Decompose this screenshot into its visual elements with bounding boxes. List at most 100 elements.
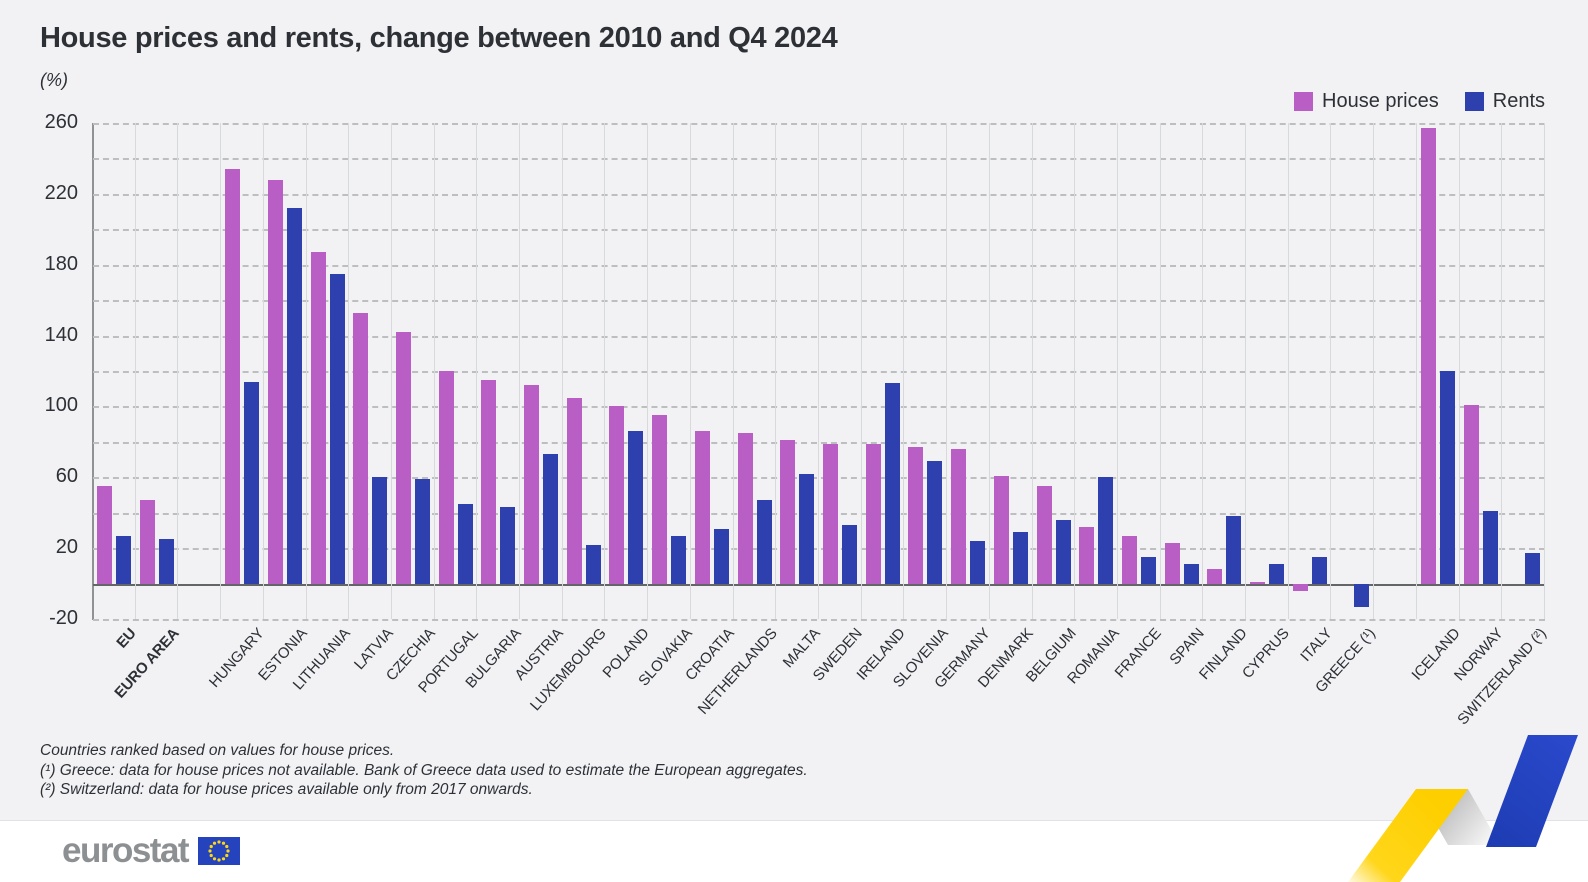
column-NETHERLANDS — [734, 123, 777, 619]
column-PORTUGAL — [435, 123, 478, 619]
column-LITHUANIA — [307, 123, 350, 619]
bar-house-prices-FRANCE — [1121, 535, 1137, 584]
footnote-switzerland: (²) Switzerland: data for house prices a… — [40, 781, 533, 798]
bar-house-prices-LUXEMBOURG — [566, 397, 582, 584]
bar-rents-ESTONIA — [286, 208, 302, 584]
bar-rents-NORWAY — [1482, 510, 1498, 584]
bar-rents-IRELAND — [884, 383, 900, 584]
bar-rents-NETHERLANDS — [756, 500, 772, 584]
bar-rents-AUSTRIA — [543, 454, 559, 584]
eurostat-logo: eurostat — [62, 831, 241, 871]
gridline-200 — [93, 229, 1545, 232]
column-SWEDEN — [819, 123, 862, 619]
page-title: House prices and rents, change between 2… — [40, 22, 838, 54]
bar-house-prices-CZECHIA — [395, 332, 411, 584]
bar-rents-CYPRUS — [1269, 564, 1285, 584]
y-tick-label-180: 180 — [44, 252, 78, 275]
bar-rents-SLOVENIA — [927, 461, 943, 584]
column-CYPRUS — [1246, 123, 1289, 619]
gridline-40 — [93, 512, 1545, 515]
column-MALTA — [776, 123, 819, 619]
bar-rents-SLOVAKIA — [671, 535, 687, 584]
column-spacer — [1374, 123, 1417, 619]
legend-label-rents: Rents — [1492, 90, 1545, 112]
column-SPAIN — [1161, 123, 1204, 619]
bar-house-prices-LITHUANIA — [310, 252, 326, 584]
bar-rents-LUXEMBOURG — [585, 544, 601, 584]
bar-house-prices-LATVIA — [353, 312, 369, 584]
gridline-60 — [93, 477, 1545, 480]
legend: House prices Rents — [1294, 90, 1545, 113]
eu-flag-star-icon — [225, 853, 229, 858]
y-tick-label--20: -20 — [49, 607, 78, 629]
y-tick-label-20: 20 — [55, 536, 78, 559]
bar-house-prices-MALTA — [780, 440, 796, 584]
y-tick-label-60: 60 — [55, 465, 78, 488]
column-DENMARK — [990, 123, 1033, 619]
column-LATVIA — [349, 123, 392, 619]
bar-house-prices-FINLAND — [1207, 569, 1223, 584]
footer-strip — [0, 820, 1588, 882]
bar-rents-PORTUGAL — [457, 503, 473, 584]
bar-house-prices-SLOVAKIA — [652, 415, 668, 584]
column-ITALY — [1289, 123, 1332, 619]
bar-rents-MALTA — [799, 473, 815, 584]
gridline-180 — [93, 264, 1545, 267]
eu-flag-star-icon — [217, 840, 221, 844]
gridline-80 — [93, 441, 1545, 444]
bar-house-prices-GERMANY — [951, 448, 967, 584]
bar-house-prices-ESTONIA — [267, 179, 283, 584]
bar-rents-ICELAND — [1439, 371, 1455, 584]
column-SWITZERLAND (²) — [1502, 123, 1545, 619]
gridline-160 — [93, 300, 1545, 303]
bar-house-prices-NETHERLANDS — [737, 433, 753, 584]
bar-rents-BELGIUM — [1055, 519, 1071, 584]
gridline-140 — [93, 335, 1545, 338]
bar-house-prices-PORTUGAL — [438, 371, 454, 584]
eu-flag-star-icon — [221, 841, 226, 845]
rents-swatch-icon — [1464, 92, 1484, 111]
column-GREECE (¹) — [1331, 123, 1375, 619]
bar-house-prices-ICELAND — [1420, 128, 1436, 584]
legend-item-house-prices: House prices — [1294, 90, 1439, 113]
column-CROATIA — [691, 123, 734, 619]
gridline-220 — [93, 193, 1545, 196]
legend-item-rents: Rents — [1464, 90, 1545, 113]
eu-flag-star-icon — [209, 853, 213, 858]
bar-rents-EURO AREA — [158, 539, 174, 584]
bar-rents-SPAIN — [1183, 564, 1199, 584]
eu-flag-star-icon — [225, 844, 229, 849]
column-BELGIUM — [1033, 123, 1076, 619]
bar-house-prices-AUSTRIA — [524, 385, 540, 584]
bar-rents-ITALY — [1311, 557, 1327, 584]
chart-unit-label: (%) — [40, 70, 68, 90]
bar-rents-POLAND — [628, 431, 644, 584]
bar-house-prices-EU — [97, 486, 112, 584]
footnotes: Countries ranked based on values for hou… — [40, 741, 808, 800]
bar-house-prices-DENMARK — [993, 475, 1009, 584]
bar-rents-GREECE (¹) — [1354, 583, 1370, 607]
zero-axis-line — [93, 583, 1545, 586]
bar-house-prices-HUNGARY — [225, 169, 241, 584]
gridline--20 — [93, 619, 1545, 621]
bar-rents-FRANCE — [1140, 557, 1156, 584]
bar-house-prices-EURO AREA — [139, 500, 155, 584]
y-tick-label-140: 140 — [44, 323, 78, 346]
bar-rents-DENMARK — [1012, 532, 1028, 584]
column-NORWAY — [1460, 123, 1503, 619]
bar-rents-LATVIA — [372, 477, 388, 584]
bar-house-prices-BELGIUM — [1036, 486, 1052, 584]
bar-rents-HUNGARY — [244, 381, 260, 584]
column-FINLAND — [1203, 123, 1247, 619]
bar-rents-SWEDEN — [842, 525, 857, 584]
bar-rents-SWITZERLAND (²) — [1525, 553, 1541, 584]
eu-flag-star-icon — [221, 857, 226, 861]
bar-house-prices-CROATIA — [694, 431, 710, 584]
bar-rents-FINLAND — [1226, 516, 1242, 584]
column-ESTONIA — [264, 123, 307, 619]
eurostat-ribbon-decoration — [1348, 735, 1578, 882]
column-ICELAND — [1417, 123, 1460, 619]
column-AUSTRIA — [520, 123, 563, 619]
gridline-260 — [93, 123, 1545, 125]
